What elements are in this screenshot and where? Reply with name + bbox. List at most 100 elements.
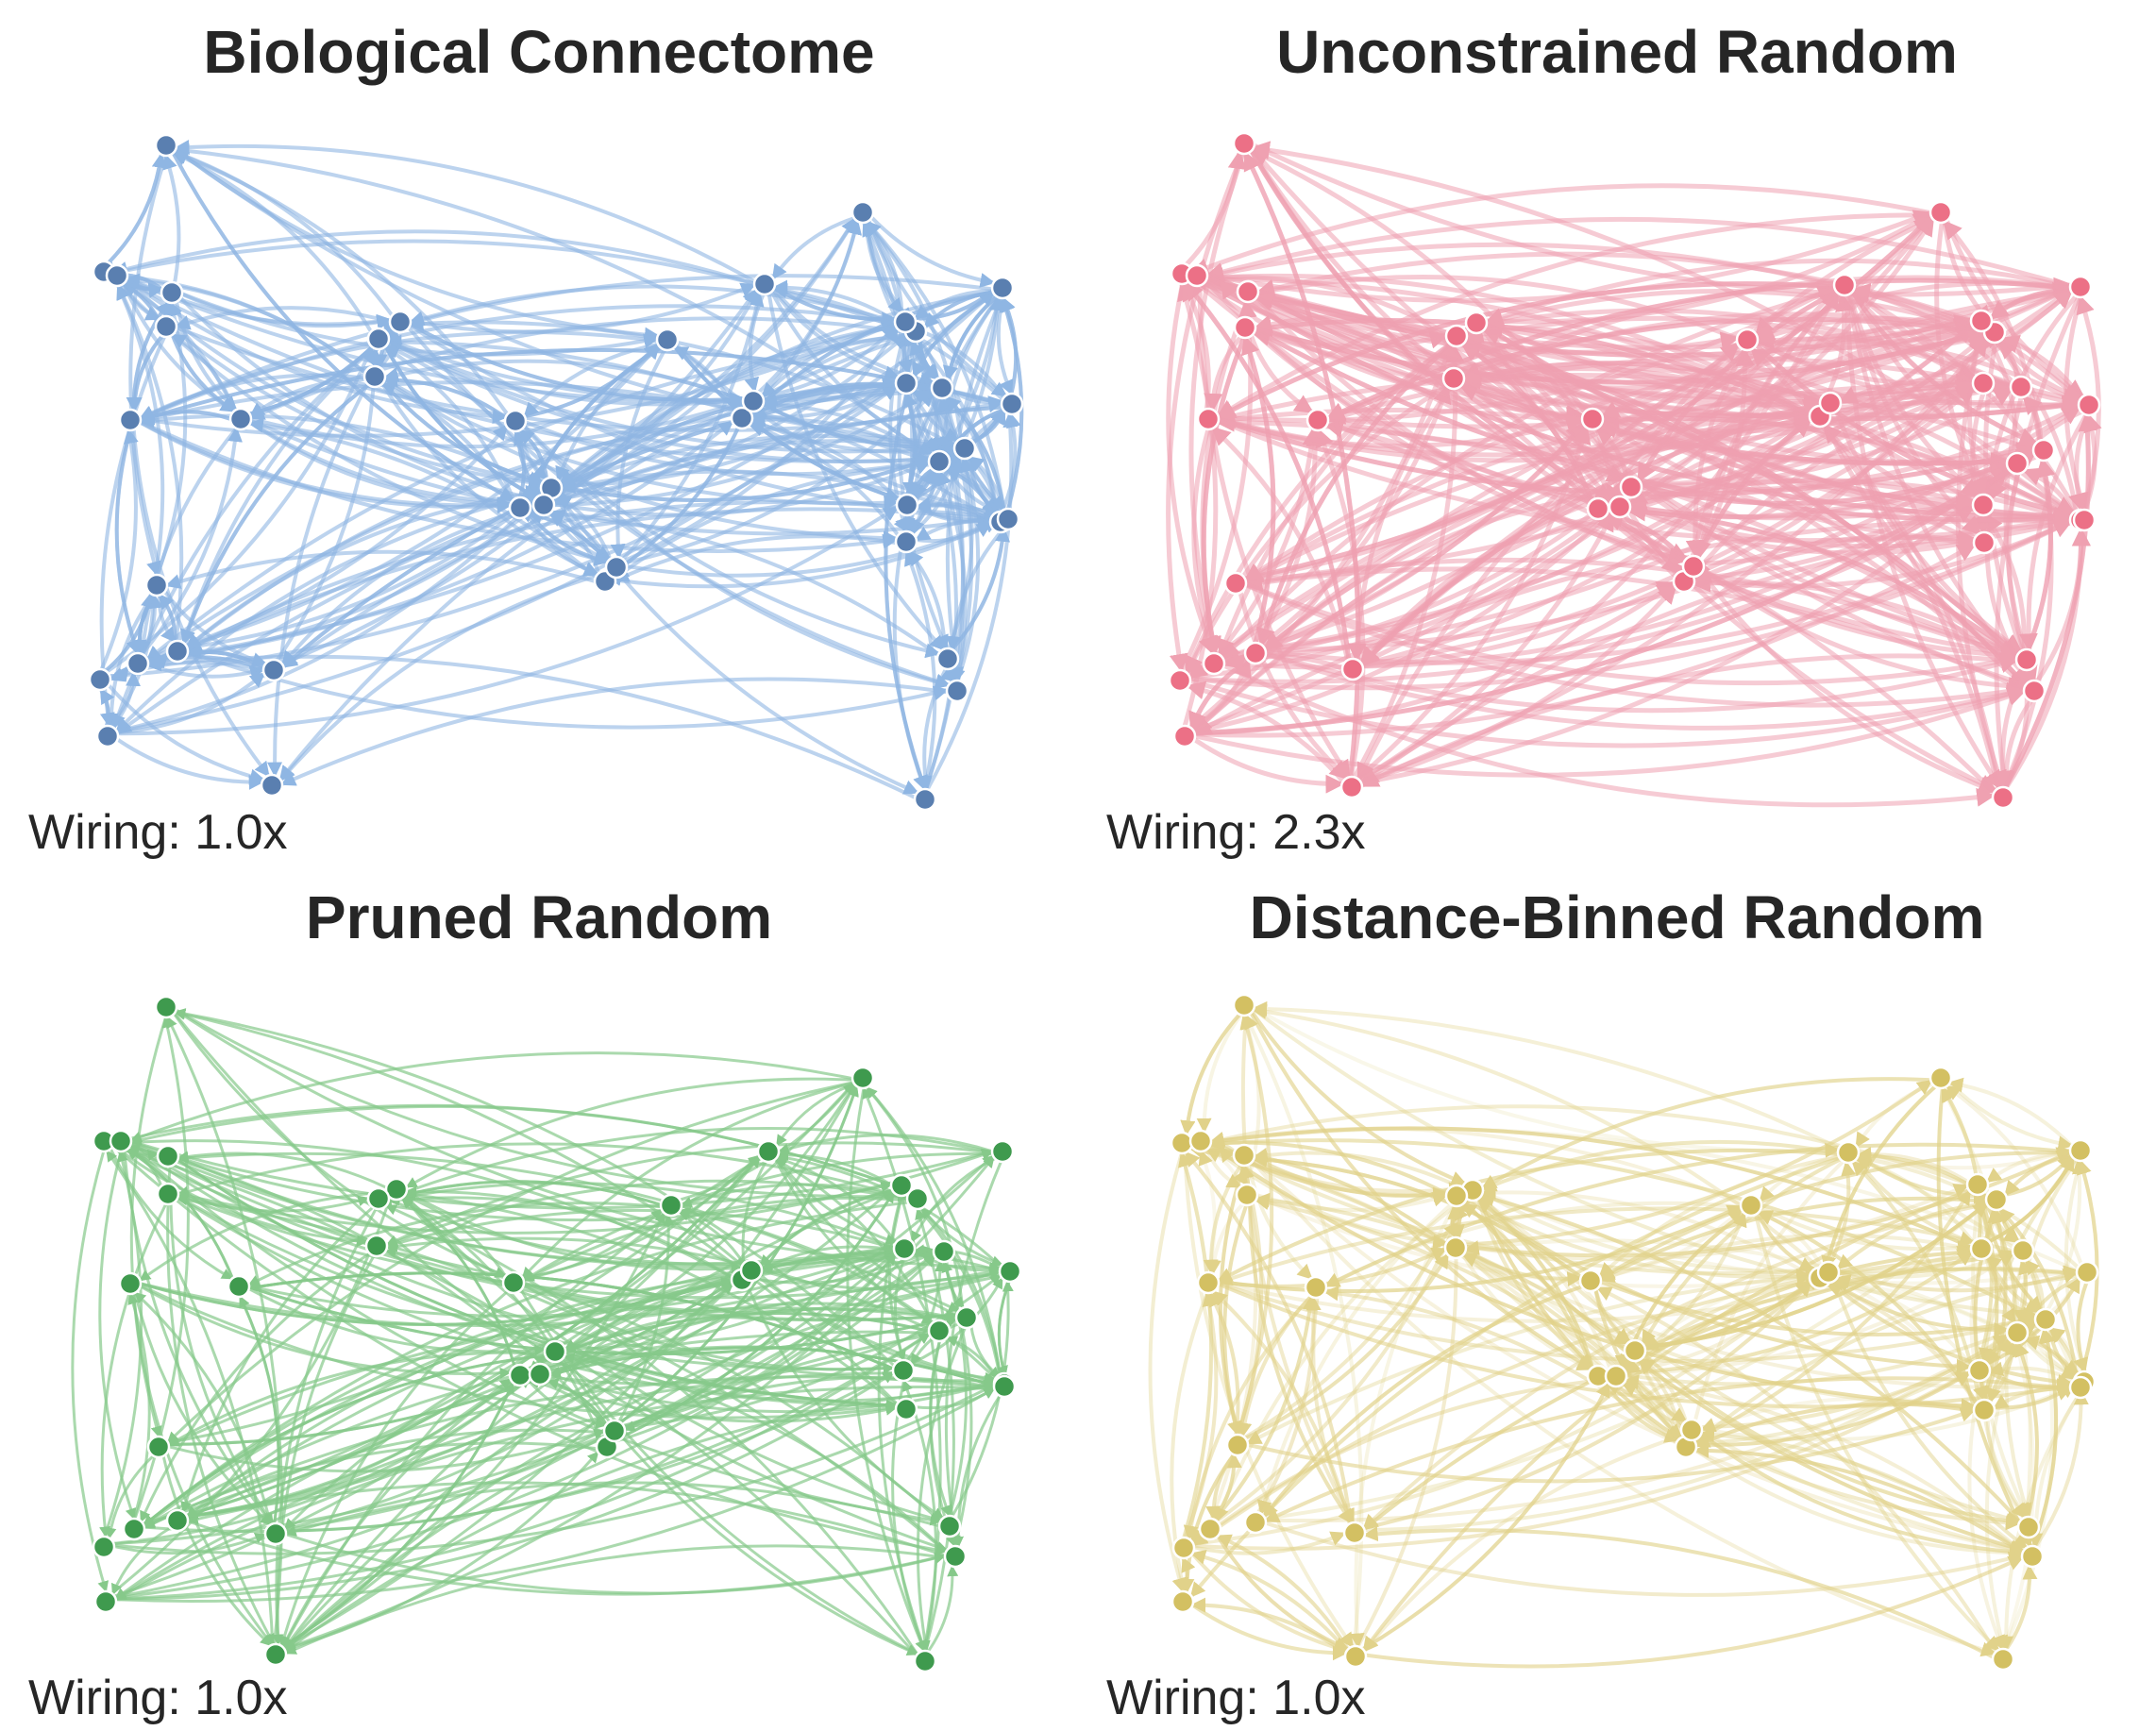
network-edge: [166, 1016, 284, 1647]
network-edge: [908, 1277, 1003, 1366]
network-node: [2005, 451, 2030, 476]
network-edge: [1362, 1202, 1991, 1530]
network-node: [160, 280, 184, 305]
network-edge: [173, 143, 933, 461]
network-node: [122, 1517, 146, 1541]
network-edge: [1207, 1142, 1977, 1414]
network-edge: [1360, 1281, 1812, 1531]
network-node: [154, 995, 178, 1019]
network-edge: [1191, 687, 2027, 778]
network-edge: [1699, 1427, 2026, 1555]
network-node: [954, 1305, 979, 1330]
network-edge: [385, 339, 932, 468]
network-edge: [180, 1205, 376, 1514]
network-node: [935, 647, 960, 671]
network-node: [2005, 1320, 2030, 1345]
network-edge: [1001, 296, 1019, 396]
network-edge: [1207, 1142, 1449, 1251]
network-node: [996, 507, 1020, 531]
network-graph-pruned: [71, 995, 1022, 1673]
network-edge: [1599, 380, 1976, 434]
network-node: [95, 724, 120, 748]
network-edge: [1831, 1278, 2029, 1550]
network-edge: [1835, 1274, 1974, 1368]
network-edge: [551, 290, 996, 503]
wiring-label: Wiring: 1.0x: [28, 805, 288, 860]
network-edge: [1205, 1202, 1245, 1276]
network-edge: [1475, 1196, 1594, 1370]
network-node: [165, 1508, 190, 1533]
network-edge: [911, 1156, 998, 1243]
network-edge: [139, 1190, 390, 1282]
network-edge: [929, 1338, 952, 1518]
network-edge: [761, 396, 933, 461]
network-edge: [1460, 1252, 1593, 1370]
network-edge: [1256, 1202, 1454, 1516]
network-edge: [1986, 1155, 2075, 1244]
network-edge: [114, 736, 264, 790]
network-edge: [1449, 1197, 1473, 1240]
network-edge: [955, 456, 981, 683]
network-edge: [184, 490, 544, 649]
network-edge: [1204, 276, 2074, 527]
network-edge: [1998, 1207, 2079, 1381]
network-edge: [1462, 1080, 1933, 1247]
network-edge: [1189, 1136, 2039, 1319]
network-edge: [1189, 1603, 1348, 1661]
network-edge: [1255, 1192, 1449, 1212]
network-node: [1000, 392, 1024, 416]
network-node: [1681, 554, 1706, 579]
network-graph-distance-binned: [1148, 993, 2099, 1672]
network-node: [105, 263, 129, 288]
network-edge: [162, 588, 268, 667]
network-edge: [1947, 1077, 2075, 1149]
network-edge: [116, 283, 184, 645]
network-edge: [166, 1164, 275, 1646]
network-edge: [1993, 294, 2081, 791]
network-edge: [1638, 1358, 1684, 1441]
network-edge: [380, 379, 545, 487]
network-node: [364, 1234, 389, 1258]
network-node: [2014, 647, 2039, 672]
network-node: [1832, 273, 1857, 297]
wiring-label: Wiring: 1.0x: [28, 1671, 288, 1725]
network-edge: [112, 1136, 734, 1280]
network-edge: [1216, 281, 1838, 419]
network-edge: [748, 421, 901, 538]
network-edge: [1242, 581, 2020, 686]
network-edge: [1196, 1012, 1243, 1134]
network-edge: [559, 446, 957, 502]
network-edge: [1623, 1374, 2026, 1555]
network-edge: [1191, 1531, 1346, 1555]
network-edge: [1693, 1442, 2026, 1555]
network-edge: [385, 1141, 995, 1246]
network-node: [528, 1362, 552, 1386]
nodes: [88, 133, 1024, 812]
network-edge: [1250, 1157, 2026, 1557]
network-edge: [126, 333, 165, 412]
network-node: [228, 407, 253, 431]
network-edge: [1323, 1142, 2074, 1287]
network-node: [1188, 1129, 1213, 1153]
network-edge: [1251, 1006, 2038, 1322]
network-node: [1232, 131, 1256, 156]
network-edge: [382, 359, 746, 403]
network-node: [990, 276, 1015, 300]
network-node: [1929, 1066, 1953, 1090]
network-edge: [174, 1008, 900, 1406]
network-edge: [1362, 1526, 1996, 1660]
network-edge: [746, 1286, 945, 1520]
network-edge: [1945, 1084, 2083, 1267]
network-edge: [138, 304, 899, 421]
network-edge: [180, 382, 372, 646]
network-edge: [138, 1284, 898, 1420]
network-edge: [925, 412, 1019, 793]
network-node: [154, 133, 178, 158]
network-edge: [174, 1008, 909, 1202]
network-node: [730, 406, 754, 430]
network-edge: [128, 1142, 898, 1411]
network-edge: [179, 328, 397, 646]
network-edge: [174, 306, 393, 330]
network-edge: [1189, 1140, 1449, 1247]
network-node: [998, 1259, 1022, 1284]
